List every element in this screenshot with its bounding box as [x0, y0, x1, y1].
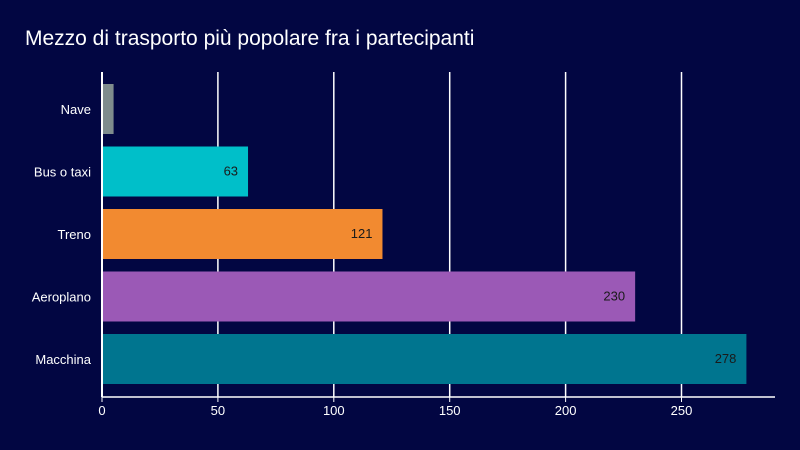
- data-label: 278: [715, 351, 737, 366]
- data-label: 121: [351, 226, 373, 241]
- x-tick-label: 0: [98, 403, 105, 418]
- x-tick-label: 200: [555, 403, 577, 418]
- x-tick-label: 250: [671, 403, 693, 418]
- bars: [102, 84, 747, 384]
- chart-title: Mezzo di trasporto più popolare fra i pa…: [25, 27, 475, 50]
- bar-aeroplano: [102, 271, 636, 322]
- axes: [101, 72, 775, 402]
- category-label: Macchina: [35, 352, 91, 367]
- x-tick-label: 150: [439, 403, 461, 418]
- data-label: 63: [224, 164, 238, 179]
- data-label: 230: [603, 289, 625, 304]
- category-label: Bus o taxi: [34, 165, 91, 180]
- bar-nave: [102, 84, 114, 134]
- labels: 0 50 100 150 200 250 Nave Bus o taxi 63 Treno 121 A…: [32, 102, 737, 418]
- x-tick-label: 50: [211, 403, 225, 418]
- category-label: Treno: [58, 227, 91, 242]
- category-label: Aeroplano: [32, 290, 91, 305]
- bar-macchina: [102, 334, 747, 384]
- bar-treno: [102, 209, 383, 259]
- bar-bus-o-taxi: [102, 146, 249, 197]
- category-label: Nave: [61, 102, 91, 117]
- x-tick-label: 100: [323, 403, 345, 418]
